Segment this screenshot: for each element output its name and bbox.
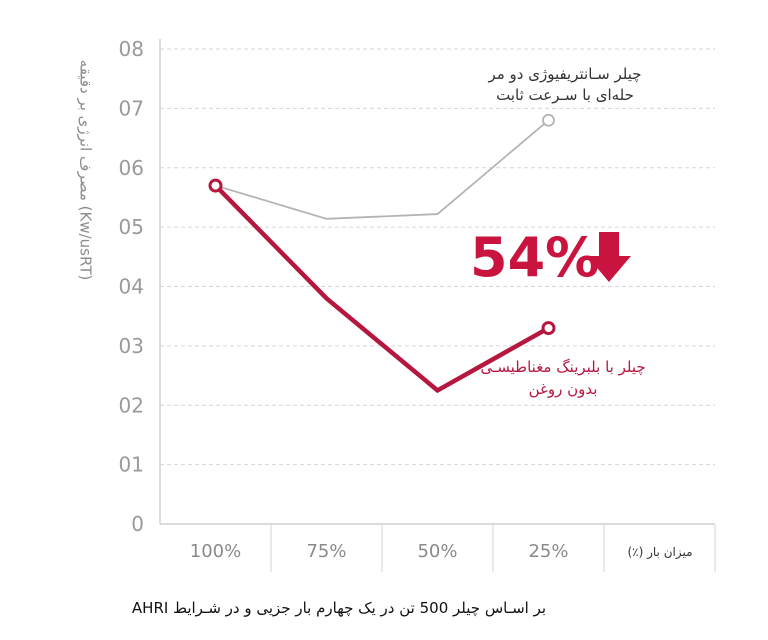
series-line-gray — [215, 119, 550, 220]
y-tick-label: 06 — [119, 156, 144, 180]
y-tick-label: 03 — [119, 334, 144, 358]
chart-caption: بر اسـاس چیلر 500 تن در یک چهارم بار جزی… — [132, 599, 546, 617]
down-arrow-icon — [587, 232, 631, 282]
x-tick-label: 25% — [528, 541, 568, 562]
y-tick-label: 08 — [119, 37, 144, 61]
series-lines — [208, 113, 556, 394]
red-series-label-line2: بدون روغن — [529, 380, 598, 398]
x-tick-labels: 100% 75% 50% 25% — [190, 541, 569, 562]
x-tick-label: 100% — [190, 541, 241, 562]
gray-series-label-line1: چیلر سـانتریفیوژی دو مر — [487, 65, 641, 83]
x-axis-label: میزان بار (٪) — [627, 545, 692, 560]
y-tick-label: 04 — [119, 275, 144, 299]
red-series-label-line1: چیلر با بلبرینگ مغناطیسـی — [480, 358, 645, 376]
series-point-red-end — [541, 321, 556, 336]
series-point-red-start — [208, 178, 223, 193]
y-axis-label: مصرف انرژی بر دقیقه (Kw/usRT) — [77, 60, 95, 281]
x-tick-label: 75% — [306, 541, 346, 562]
grid-lines — [160, 48, 715, 466]
series-line-red — [213, 183, 550, 394]
y-tick-label: 07 — [119, 96, 144, 120]
y-tick-label: 0 — [131, 512, 144, 536]
gray-series-label-line2: حله‌ای با سـرعت ثابت — [496, 86, 634, 104]
series-point-gray-end — [542, 113, 555, 127]
x-tick-label: 50% — [417, 541, 457, 562]
y-tick-label: 05 — [119, 215, 144, 239]
y-tick-labels: 0 01 02 03 04 05 06 07 08 — [119, 37, 144, 536]
reduction-percentage: 54% — [470, 226, 599, 289]
y-tick-label: 01 — [119, 453, 144, 477]
axes — [159, 39, 716, 572]
y-tick-label: 02 — [119, 393, 144, 417]
